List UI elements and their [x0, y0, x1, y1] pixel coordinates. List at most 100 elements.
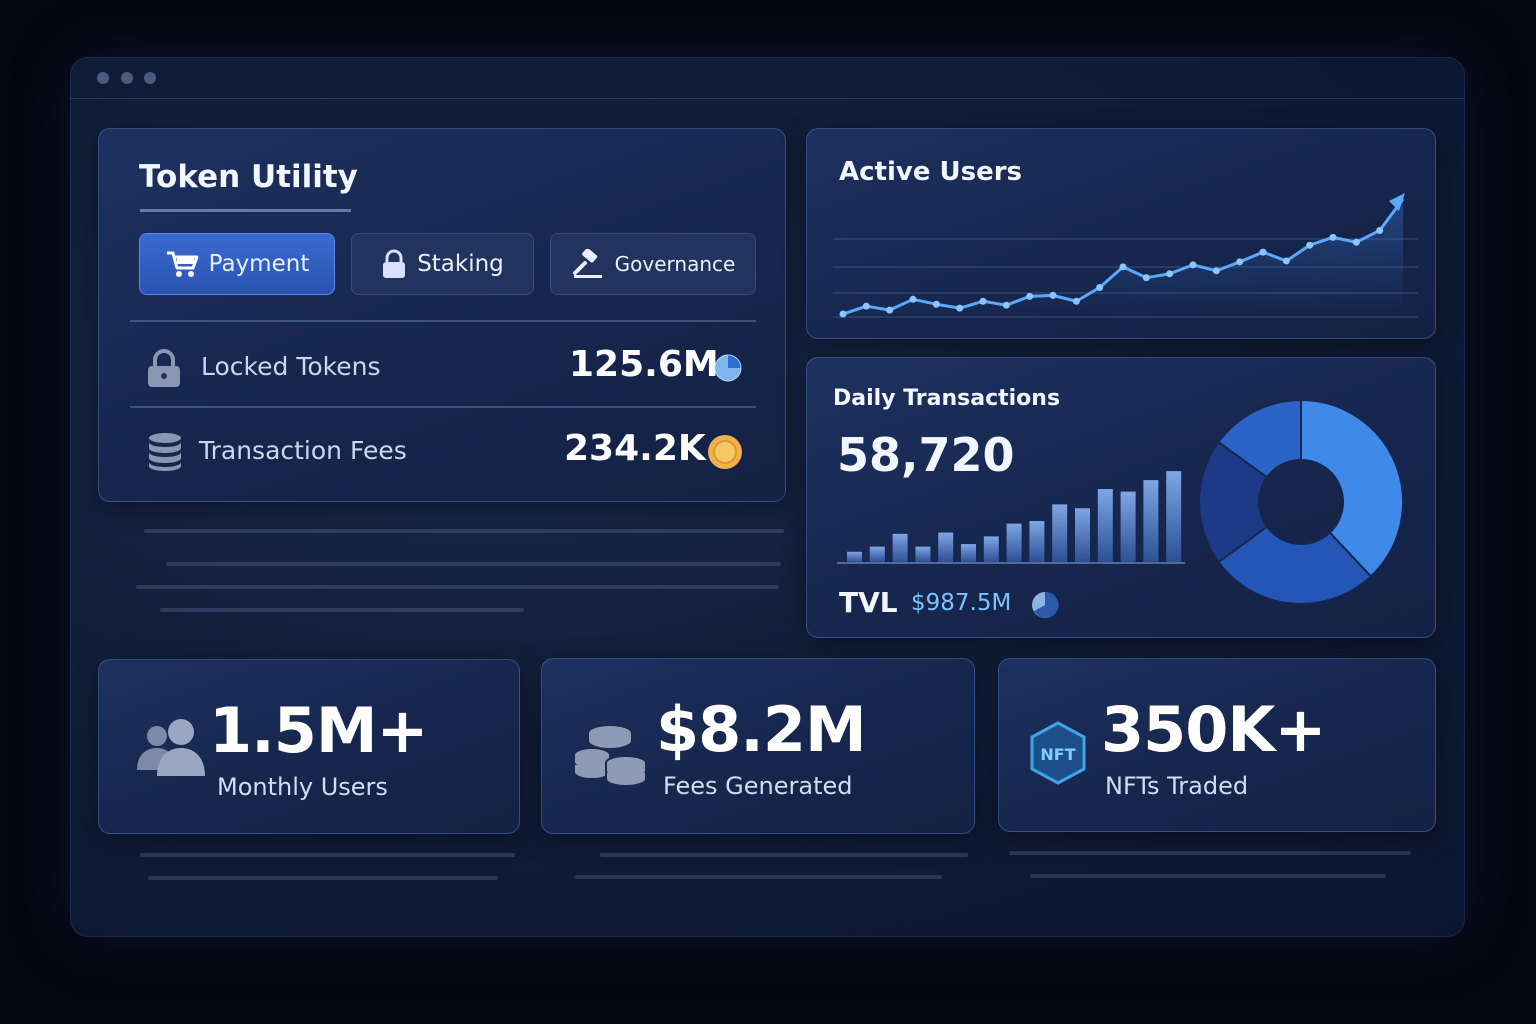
- placeholder-line: [148, 876, 498, 880]
- arrow-head: [1389, 193, 1405, 211]
- donut-slice: [1217, 525, 1373, 605]
- donut-slice: [1300, 398, 1404, 578]
- transaction-fees-value: 234.2K: [564, 428, 706, 469]
- gavel-icon: [572, 249, 602, 278]
- data-point: [1119, 263, 1127, 271]
- active-users-card: Active Users: [806, 128, 1436, 339]
- transaction-fees-label: Transaction Fees: [199, 436, 407, 465]
- data-point: [1282, 257, 1290, 265]
- bar: [1120, 491, 1136, 562]
- bar: [1075, 508, 1090, 562]
- bar: [961, 544, 976, 562]
- data-point: [862, 302, 870, 310]
- tab-staking-label: Staking: [417, 251, 504, 277]
- users-icon: [137, 719, 205, 776]
- window-dot-icon[interactable]: [144, 72, 156, 84]
- tab-payment[interactable]: Payment: [139, 233, 335, 295]
- window-dot-icon[interactable]: [121, 72, 133, 84]
- data-point: [1236, 258, 1244, 266]
- data-point: [1212, 267, 1220, 275]
- tvl-value: $987.5M: [911, 590, 1012, 616]
- monthly-users-label: Monthly Users: [217, 773, 388, 801]
- donut-slice: [1198, 440, 1269, 564]
- data-point: [839, 310, 847, 318]
- divider: [130, 406, 756, 408]
- bar: [983, 536, 999, 562]
- data-point: [1376, 226, 1384, 234]
- bar: [915, 546, 931, 562]
- line-area: [843, 199, 1403, 317]
- daily-transactions-title: Daily Transactions: [833, 386, 1061, 411]
- window-dot-icon[interactable]: [97, 72, 109, 84]
- placeholder-line: [575, 875, 942, 879]
- bar: [847, 551, 862, 562]
- placeholder-line: [144, 529, 784, 533]
- data-point: [979, 297, 987, 305]
- bar: [1097, 489, 1113, 562]
- bar: [938, 532, 954, 562]
- daily-transactions-value: 58,720: [837, 428, 1015, 482]
- data-point: [1026, 292, 1034, 300]
- bar: [892, 533, 908, 562]
- placeholder-line: [140, 853, 515, 857]
- coins-icon: [573, 724, 647, 788]
- data-point: [1072, 297, 1080, 305]
- locked-tokens-label: Locked Tokens: [201, 352, 381, 381]
- donut-slice: [1217, 398, 1302, 479]
- placeholder-line: [160, 608, 524, 612]
- data-point: [1306, 241, 1314, 249]
- monthly-users-value: 1.5M+: [209, 694, 428, 767]
- title-bar: [70, 57, 1465, 99]
- data-point: [956, 304, 964, 312]
- data-point: [1002, 301, 1010, 309]
- fees-generated-value: $8.2M: [656, 693, 867, 766]
- nfts-traded-value: 350K+: [1101, 693, 1326, 766]
- data-point: [909, 295, 917, 303]
- bar: [869, 546, 885, 562]
- placeholder-line: [1030, 874, 1386, 878]
- tab-payment-label: Payment: [208, 251, 310, 277]
- placeholder-line: [1009, 851, 1411, 855]
- placeholder-line: [136, 585, 779, 589]
- locked-tokens-value: 125.6M: [569, 344, 719, 385]
- data-point: [1189, 261, 1197, 269]
- lock-icon: [383, 249, 406, 278]
- bar: [1143, 480, 1159, 562]
- data-point: [1259, 248, 1267, 256]
- token-utility-card: Token Utility: [98, 128, 786, 502]
- stat-card-monthly-users: 1.5M+ Monthly Users: [98, 659, 520, 834]
- stat-card-nfts-traded: NFT 350K+ NFTs Traded: [998, 658, 1436, 832]
- fees-generated-label: Fees Generated: [663, 772, 853, 800]
- data-point: [1329, 233, 1337, 241]
- nft-icon: NFT: [1030, 721, 1086, 785]
- tvl-label: TVL: [839, 586, 898, 619]
- tab-governance-label: Governance: [614, 252, 736, 276]
- placeholder-line: [600, 853, 968, 857]
- lock-icon: [148, 349, 180, 387]
- token-utility-title: Token Utility: [139, 159, 358, 195]
- bar: [1029, 521, 1045, 562]
- data-point: [932, 300, 940, 308]
- bar: [1006, 523, 1022, 562]
- coin-icon: [708, 435, 742, 469]
- daily-transactions-donut-chart: [1198, 398, 1404, 605]
- data-point: [1166, 270, 1174, 278]
- pie-badge-icon: [1032, 591, 1059, 618]
- pie-badge-icon: [714, 354, 742, 382]
- data-point: [1142, 274, 1150, 282]
- bar: [1052, 504, 1068, 562]
- tab-staking[interactable]: Staking: [351, 233, 534, 295]
- daily-transactions-card: Daily Transactions 58,720 TVL $987.5M: [806, 357, 1436, 638]
- app-window: Token Utility Payment Staking Governance: [70, 57, 1465, 937]
- data-point: [1049, 291, 1057, 299]
- tab-governance[interactable]: Governance: [550, 233, 756, 295]
- title-underline: [140, 209, 351, 212]
- database-icon: [149, 433, 181, 471]
- active-users-title: Active Users: [839, 157, 1023, 187]
- placeholder-line: [166, 562, 781, 566]
- data-point: [886, 306, 894, 314]
- cart-icon: [166, 251, 199, 277]
- active-users-chart: [833, 193, 1418, 318]
- data-point: [1352, 238, 1360, 246]
- nft-icon-label: NFT: [1040, 745, 1075, 764]
